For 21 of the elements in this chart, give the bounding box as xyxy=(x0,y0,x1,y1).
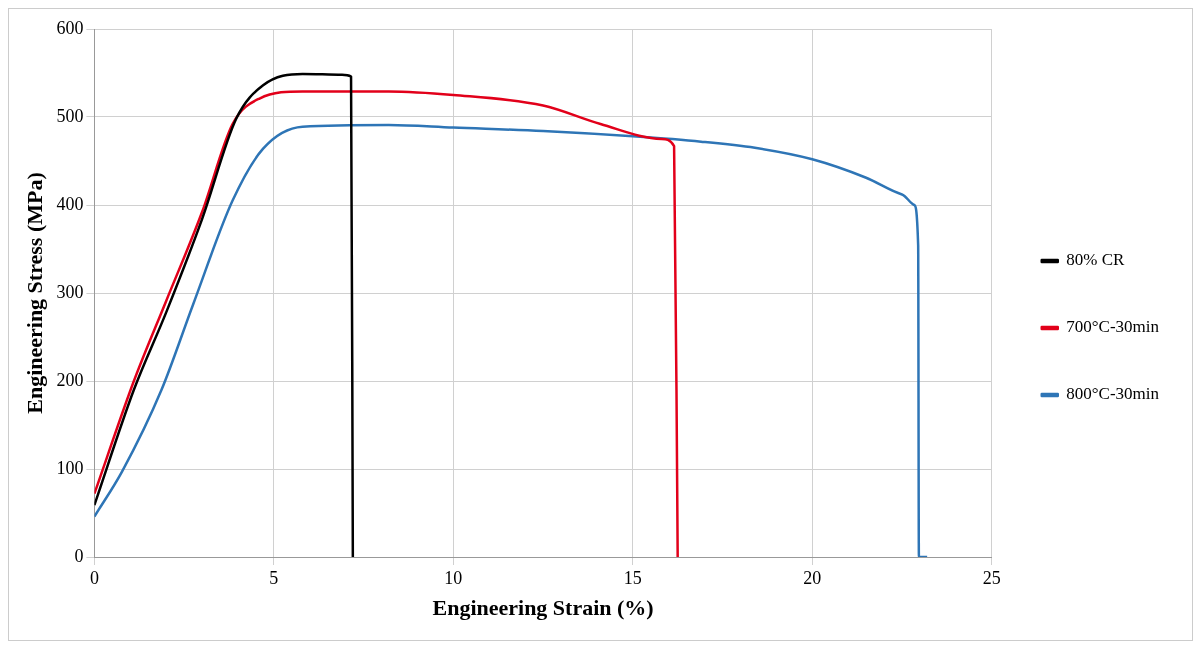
line-series xyxy=(94,123,929,557)
x-tick-label: 15 xyxy=(623,567,642,588)
y-tick-label: 400 xyxy=(56,193,84,214)
legend-label: 80% CR xyxy=(1066,250,1126,270)
x-tick-label: 0 xyxy=(89,567,99,588)
y-tick-label: 0 xyxy=(74,545,84,566)
legend-label: 800°C-30min xyxy=(1066,384,1160,404)
line-series xyxy=(94,72,355,557)
x-axis-title: Engineering Strain (%) xyxy=(432,595,654,621)
y-axis-title: Engineering Stress (MPa) xyxy=(21,172,47,414)
y-tick-label: 300 xyxy=(56,281,84,302)
y-tick-label: 500 xyxy=(56,105,84,126)
x-tick-label: 5 xyxy=(269,567,279,588)
y-tick-label: 200 xyxy=(56,369,84,390)
x-tick-label: 10 xyxy=(444,567,463,588)
legend-label: 700°C-30min xyxy=(1066,317,1160,337)
line-series xyxy=(94,90,679,557)
y-tick-label: 600 xyxy=(56,17,84,38)
x-tick-label: 25 xyxy=(982,567,1001,588)
x-tick-label: 20 xyxy=(803,567,822,588)
y-tick-label: 100 xyxy=(56,457,84,478)
